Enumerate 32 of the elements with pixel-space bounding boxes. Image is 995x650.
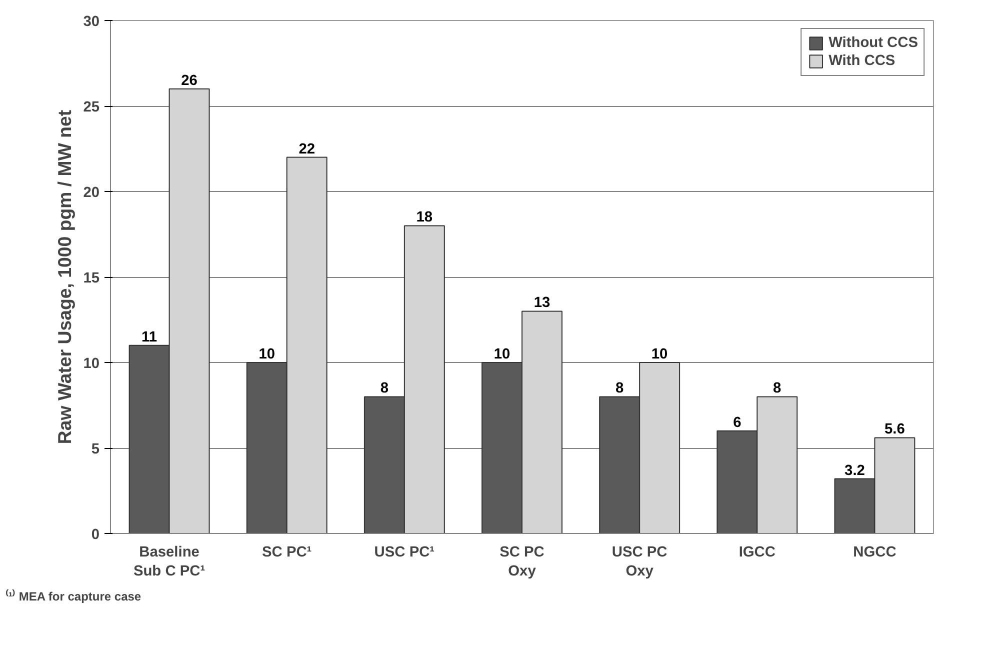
text: ⁽¹⁾ MEA for capture case [6, 588, 142, 604]
data-label: 10 [494, 346, 510, 362]
data-label: 22 [298, 141, 316, 158]
x-tick-label: SC PC¹ [262, 544, 312, 560]
x-tick-label: NGCC [853, 544, 897, 560]
y-tick-label: 25 [83, 100, 100, 116]
data-label: 10 [651, 346, 668, 362]
x-tick-label: SC PC Oxy [500, 544, 545, 580]
y-tick-label: 5 [91, 442, 100, 458]
y-tick-label: 10 [83, 356, 100, 372]
data-label: 10 [258, 346, 276, 362]
data-label: 8 [616, 380, 624, 397]
data-label: 18 [416, 210, 433, 226]
legend-label: With CCS [828, 53, 896, 69]
data-label: 8 [773, 380, 782, 397]
data-label: 8 [380, 380, 389, 397]
data-label: 26 [181, 72, 198, 89]
x-tick-label: USC PC¹ [374, 544, 435, 560]
x-tick-label: IGCC [738, 544, 776, 560]
data-label: 13 [534, 295, 550, 312]
y-tick-label: 30 [83, 14, 100, 30]
y-tick-label: 20 [83, 185, 100, 201]
data-label: 11 [142, 329, 158, 346]
data-label: 3.2 [844, 462, 865, 479]
y-axis-title: Raw Water Usage, 1000 pgm / MW net [54, 110, 76, 444]
data-label: 5.6 [884, 422, 905, 438]
y-tick-label: 15 [83, 270, 100, 286]
legend-label: Without CCS [828, 35, 918, 51]
y-tick-label: 0 [91, 527, 100, 543]
data-label: 6 [733, 414, 742, 431]
x-tick-label: Baseline Sub C PC¹ [133, 544, 206, 580]
x-tick-label: USC PC Oxy [612, 544, 668, 580]
